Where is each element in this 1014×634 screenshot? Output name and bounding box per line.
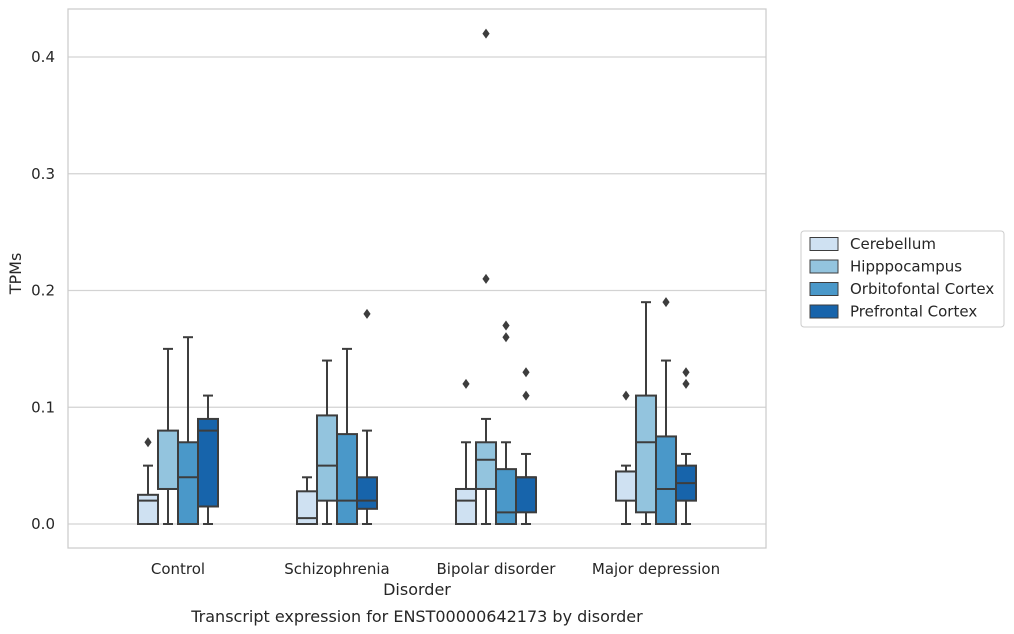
- outlier-point: [502, 332, 510, 343]
- box-orbitofontal-cortex: [655, 297, 677, 525]
- box-body: [515, 476, 537, 514]
- box-cerebellum: [615, 390, 637, 525]
- box-body: [356, 476, 378, 510]
- outlier-point: [682, 378, 690, 389]
- x-axis-label: Disorder: [383, 580, 451, 599]
- box-body: [495, 468, 517, 526]
- box-body: [137, 493, 159, 525]
- legend-items: Cerebellum Hipppocampus Orbitofontal Corte…: [809, 235, 994, 321]
- legend-swatch: [809, 237, 839, 251]
- x-axis-ticks: Control Schizophrenia Bipolar disorder Majo…: [151, 560, 720, 578]
- box-body: [316, 414, 338, 502]
- x-tick-label: Schizophrenia: [284, 560, 389, 578]
- outlier-point: [482, 273, 490, 284]
- y-tick-label: 0.4: [31, 48, 55, 66]
- y-axis-label: TPMs: [6, 253, 25, 296]
- box-prefrontal-cortex: [197, 394, 219, 525]
- box-cerebellum: [137, 437, 159, 525]
- x-tick-label: Control: [151, 560, 205, 578]
- legend-label: Prefrontal Cortex: [850, 303, 977, 321]
- outlier-point: [502, 320, 510, 331]
- box-cerebellum: [296, 476, 318, 525]
- outlier-point: [682, 367, 690, 378]
- box-body: [157, 429, 179, 490]
- legend: Cerebellum Hipppocampus Orbitofontal Corte…: [800, 230, 1005, 328]
- y-tick-label: 0.3: [31, 165, 55, 183]
- outlier-point: [522, 390, 530, 401]
- box-hipppocampus: [157, 347, 179, 525]
- box-body: [197, 417, 219, 508]
- box-cerebellum: [455, 378, 477, 526]
- legend-swatch: [809, 304, 839, 319]
- box-orbitofontal-cortex: [177, 336, 199, 525]
- outlier-point: [622, 390, 630, 401]
- box-hipppocampus: [475, 28, 497, 525]
- x-tick-label: Major depression: [592, 560, 720, 578]
- legend-label: Hipppocampus: [850, 258, 962, 276]
- box-prefrontal-cortex: [675, 367, 697, 525]
- x-tick-label: Bipolar disorder: [437, 560, 557, 578]
- box-orbitofontal-cortex: [336, 347, 358, 526]
- legend-label: Cerebellum: [850, 235, 936, 253]
- box-body: [475, 441, 497, 490]
- outlier-point: [144, 437, 152, 448]
- box-series: [137, 28, 697, 526]
- plot-frame: [67, 8, 767, 549]
- box-body: [177, 441, 199, 525]
- box-prefrontal-cortex: [356, 308, 378, 525]
- box-prefrontal-cortex: [515, 367, 537, 525]
- box-body: [296, 490, 318, 525]
- y-axis-ticks: 0.0 0.1 0.2 0.3 0.4: [31, 48, 55, 533]
- y-tick-label: 0.1: [31, 398, 55, 416]
- outlier-point: [363, 308, 371, 319]
- box-body: [655, 435, 677, 525]
- box-hipppocampus: [316, 359, 338, 525]
- box-body: [615, 470, 637, 502]
- box-body: [455, 487, 477, 526]
- y-tick-label: 0.2: [31, 282, 55, 300]
- chart-caption: Transcript expression for ENST0000064217…: [190, 607, 643, 626]
- y-tick-label: 0.0: [31, 515, 55, 533]
- box-hipppocampus: [635, 301, 657, 525]
- box-body: [635, 394, 657, 514]
- legend-label: Orbitofontal Cortex: [850, 280, 994, 298]
- outlier-point: [522, 367, 530, 378]
- outlier-point: [482, 28, 490, 39]
- legend-swatch: [809, 282, 839, 296]
- box-orbitofontal-cortex: [495, 320, 517, 526]
- outlier-point: [662, 297, 670, 308]
- outlier-point: [462, 378, 470, 389]
- legend-swatch: [809, 259, 839, 274]
- box-body: [336, 433, 358, 526]
- legend-frame: [800, 230, 1005, 328]
